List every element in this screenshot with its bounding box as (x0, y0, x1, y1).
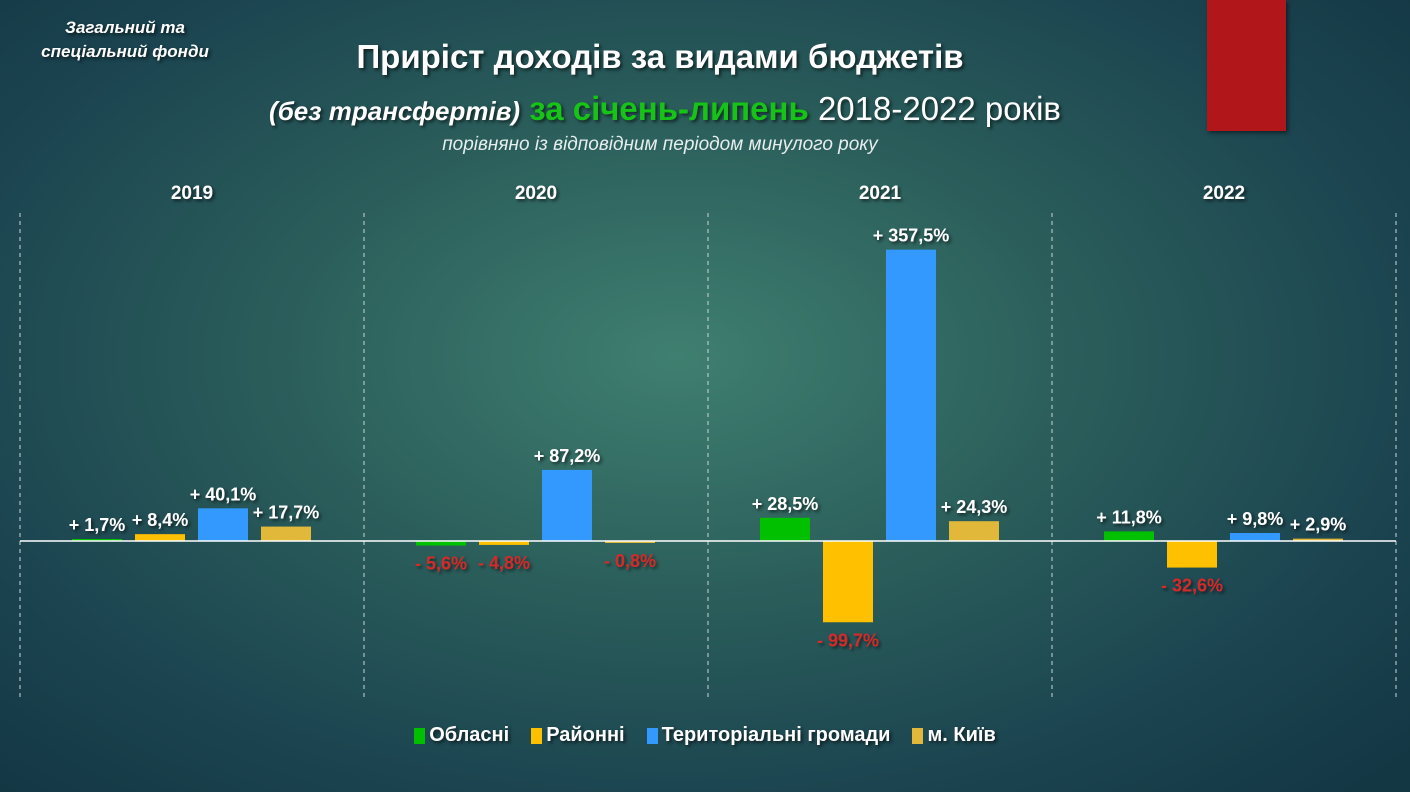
legend-swatch (912, 727, 924, 744)
chart-title-line2: (без трансфертів) за січень-липень 2018-… (150, 90, 1180, 128)
year-label: 2020 (515, 183, 557, 204)
legend-label: Районні (546, 724, 625, 746)
data-label: + 28,5% (752, 494, 819, 514)
data-label: - 99,7% (817, 630, 879, 650)
bar-Обласні (1104, 531, 1154, 541)
bar-Районні (135, 534, 185, 541)
legend-item: Районні (531, 724, 625, 747)
data-label: - 5,6% (415, 554, 467, 574)
bar-Територіальні громади (198, 508, 248, 541)
year-label: 2022 (1203, 183, 1245, 204)
legend-swatch (646, 727, 658, 744)
bar-Територіальні громади (542, 469, 592, 541)
fund-label: Загальний та спеціальний фонди (41, 18, 209, 61)
accent-bar (1207, 0, 1286, 131)
bar-м. Київ (261, 526, 311, 541)
data-label: + 2,9% (1290, 515, 1347, 535)
legend-label: м. Київ (927, 724, 996, 746)
data-label: + 87,2% (534, 446, 601, 466)
data-label: + 8,4% (132, 510, 189, 530)
legend: Обласні Районні Територіальні громади м. Ки… (0, 724, 1410, 747)
bar-м. Київ (605, 541, 655, 543)
data-label: + 1,7% (69, 515, 126, 535)
legend-swatch (414, 727, 426, 744)
title-period: за січень-липень (529, 90, 809, 127)
title-no-transfers: (без трансфертів) (269, 96, 521, 126)
bar-Територіальні громади (1230, 533, 1280, 541)
bar-Районні (823, 541, 873, 623)
data-label: + 357,5% (873, 226, 950, 246)
data-label: - 4,8% (478, 553, 530, 573)
year-label: 2019 (171, 183, 213, 204)
legend-label: Обласні (429, 724, 510, 746)
data-label: + 40,1% (190, 484, 257, 504)
legend-item: Обласні (414, 724, 509, 747)
chart-title: Приріст доходів за видами бюджетів (356, 38, 964, 75)
title-years: 2018-2022 років (817, 90, 1061, 127)
year-label: 2021 (859, 183, 902, 204)
bar-Районні (479, 541, 529, 545)
data-label: + 9,8% (1227, 509, 1284, 529)
bar-Районні (1167, 541, 1217, 568)
data-label: - 32,6% (1161, 576, 1223, 596)
data-label: + 24,3% (941, 497, 1008, 517)
data-label: + 17,7% (253, 503, 320, 523)
bar-Обласні (760, 517, 810, 541)
legend-label: Територіальні громади (661, 724, 891, 746)
data-label: - 0,8% (604, 551, 656, 571)
data-label: + 11,8% (1096, 507, 1162, 527)
legend-item: м. Київ (912, 724, 996, 747)
bar-Обласні (72, 539, 122, 541)
bar-м. Київ (949, 521, 999, 541)
bar-Територіальні громади (886, 249, 936, 541)
chart-subtitle: порівняно із відповідним періодом минуло… (442, 134, 878, 155)
bar-м. Київ (1293, 538, 1343, 541)
legend-swatch (531, 727, 543, 744)
legend-item: Територіальні громади (646, 724, 891, 747)
bar-Обласні (416, 541, 466, 546)
